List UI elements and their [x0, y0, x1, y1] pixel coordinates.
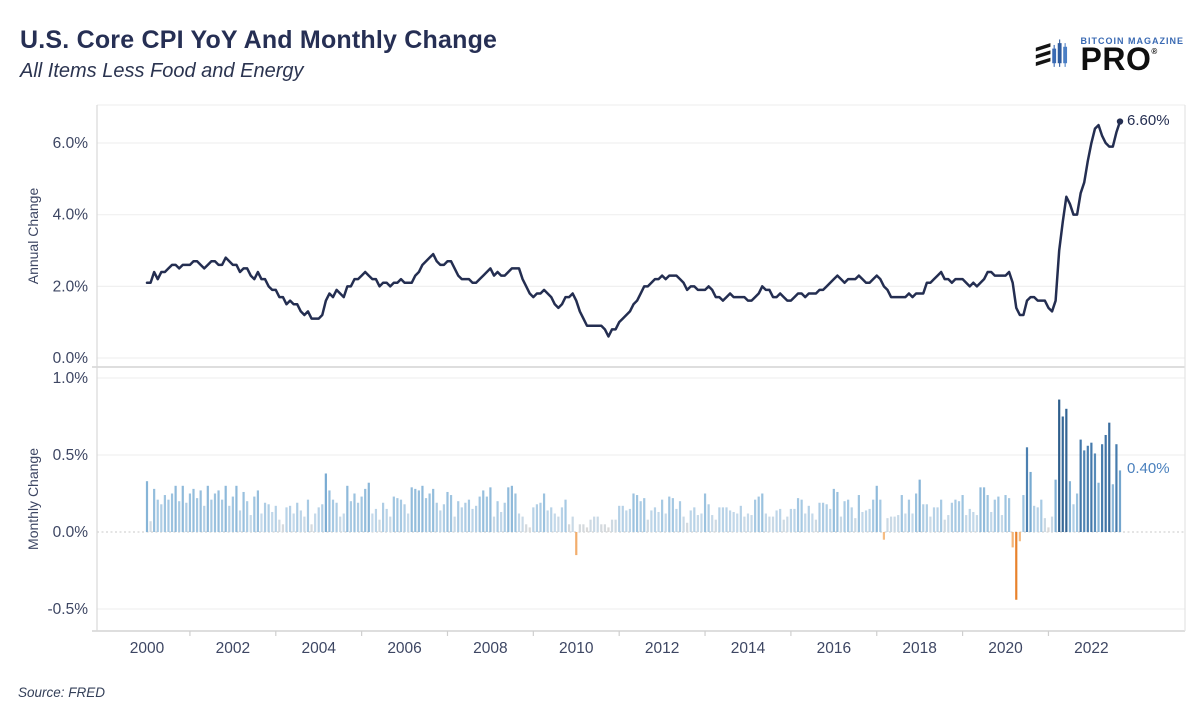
svg-text:2022: 2022 [1074, 640, 1108, 657]
svg-text:2000: 2000 [130, 640, 165, 657]
gridlines [97, 104, 1185, 610]
registered-mark: ® [1151, 47, 1158, 57]
svg-text:Monthly Change: Monthly Change [25, 448, 41, 550]
annotation-last-yoy: 6.60% [1127, 111, 1170, 129]
monthly-change-bars [145, 399, 1122, 600]
logo-text: BITCOIN MAGAZINE PRO ® [1080, 36, 1185, 78]
yoy-line [145, 118, 1124, 338]
axes [92, 105, 1186, 636]
svg-text:Annual Change: Annual Change [25, 188, 41, 285]
svg-text:2010: 2010 [559, 640, 594, 657]
svg-text:6.0%: 6.0% [53, 135, 89, 152]
annotation-last-mom: 0.40% [1127, 460, 1170, 478]
svg-text:-0.5%: -0.5% [48, 601, 89, 618]
logo-product-text: PRO ® [1080, 41, 1158, 78]
svg-text:2016: 2016 [817, 640, 851, 657]
svg-text:2006: 2006 [387, 640, 421, 657]
page-subtitle: All Items Less Food and Energy [20, 60, 304, 82]
svg-text:2.0%: 2.0% [53, 278, 89, 295]
svg-text:0.0%: 0.0% [53, 350, 89, 367]
logo-brand-text: BITCOIN MAGAZINE [1080, 36, 1184, 47]
svg-text:1.0%: 1.0% [53, 370, 89, 387]
svg-text:2012: 2012 [645, 640, 679, 657]
svg-text:2002: 2002 [216, 640, 250, 657]
svg-text:4.0%: 4.0% [53, 207, 89, 224]
bitcoin-magazine-pro-logo: BITCOIN MAGAZINE PRO ® [1034, 36, 1185, 78]
svg-text:2018: 2018 [902, 640, 936, 657]
svg-text:2014: 2014 [731, 640, 766, 657]
svg-text:2004: 2004 [301, 640, 336, 657]
logo-candlestick-icon [1035, 39, 1067, 67]
svg-text:2020: 2020 [988, 640, 1023, 657]
svg-text:0.5%: 0.5% [53, 447, 89, 464]
svg-text:2008: 2008 [473, 640, 507, 657]
axis-labels: 0.0% 2.0% 4.0% 6.0% 1.0% 0.5% 0.0% -0.5% 2000 200… [25, 135, 1109, 657]
svg-text:0.0%: 0.0% [53, 524, 89, 541]
source-note: Source: FRED [18, 685, 106, 700]
page-title: U.S. Core CPI YoY And Monthly Change [20, 26, 498, 54]
